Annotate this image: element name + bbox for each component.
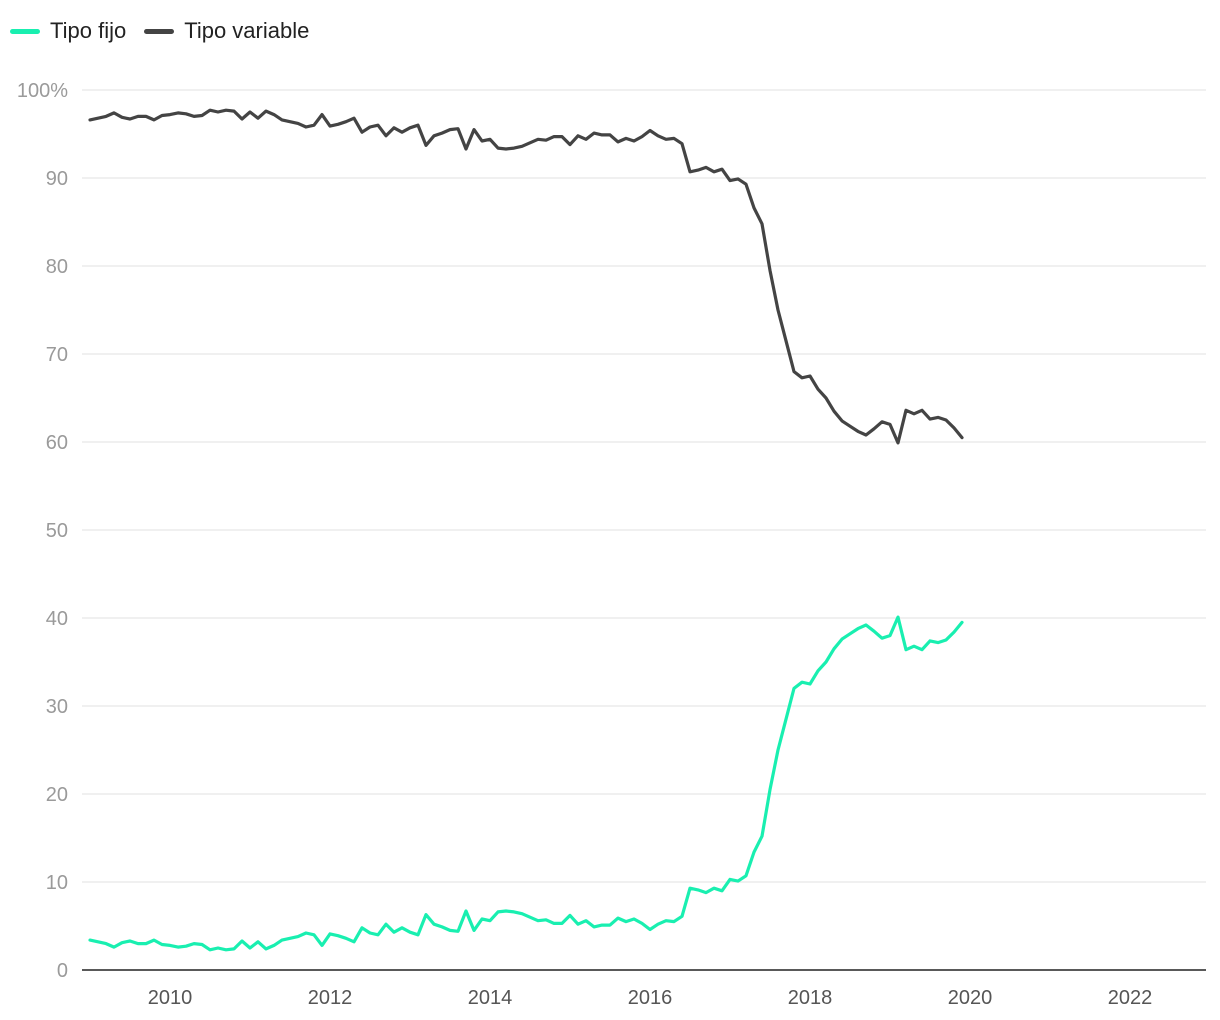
legend-swatch-tipo-fijo bbox=[10, 28, 40, 34]
y-tick-label: 0 bbox=[57, 960, 68, 982]
y-tick-label: 20 bbox=[46, 784, 68, 806]
grid-lines bbox=[82, 89, 1206, 883]
y-tick-label: 90 bbox=[46, 168, 68, 190]
y-tick-label: 40 bbox=[46, 608, 68, 630]
x-tick-label: 2016 bbox=[628, 987, 673, 1009]
x-tick-label: 2020 bbox=[948, 987, 993, 1009]
series-line-tipo-fijo bbox=[88, 615, 964, 952]
legend-item-tipo-variable[interactable]: Tipo variable bbox=[144, 18, 309, 44]
x-tick-label: 2018 bbox=[788, 987, 833, 1009]
legend-item-tipo-fijo[interactable]: Tipo fijo bbox=[10, 18, 126, 44]
legend-swatch-tipo-variable bbox=[144, 28, 175, 34]
y-tick-label: 100% bbox=[17, 80, 68, 102]
y-tick-label: 10 bbox=[46, 872, 68, 894]
legend: Tipo fijo Tipo variable bbox=[10, 18, 309, 44]
legend-label-tipo-variable: Tipo variable bbox=[184, 18, 310, 43]
series-line-tipo-variable bbox=[88, 108, 964, 445]
x-tick-label: 2012 bbox=[308, 987, 353, 1009]
x-tick-label: 2022 bbox=[1108, 987, 1153, 1009]
x-tick-label: 2014 bbox=[468, 987, 513, 1009]
series-lines bbox=[88, 108, 964, 952]
y-tick-label: 50 bbox=[46, 520, 68, 542]
x-tick-label: 2010 bbox=[148, 987, 193, 1009]
y-tick-label: 70 bbox=[46, 344, 68, 366]
x-tick-labels: 2010 2012 2014 2016 2018 2020 2022 bbox=[148, 987, 1153, 1009]
y-tick-label: 80 bbox=[46, 256, 68, 278]
y-tick-label: 60 bbox=[46, 432, 68, 454]
legend-label-tipo-fijo: Tipo fijo bbox=[50, 18, 127, 43]
y-tick-label: 30 bbox=[46, 696, 68, 718]
y-tick-labels: 0 10 20 30 40 50 60 70 80 90 100% bbox=[17, 80, 68, 982]
